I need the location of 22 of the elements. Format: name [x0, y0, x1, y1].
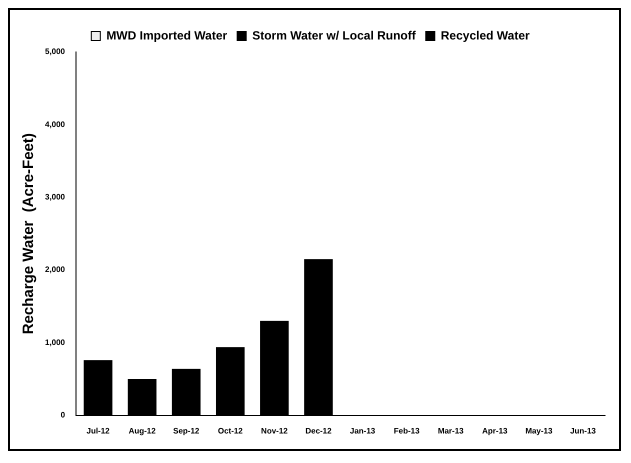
x-tick-label: Sep-12: [173, 426, 200, 436]
y-tick-label: 2,000: [44, 265, 66, 274]
legend-label: MWD Imported Water: [106, 28, 228, 42]
x-tick-label: May-13: [525, 426, 553, 436]
y-axis-title: Recharge Water (Acre-Feet): [20, 133, 38, 334]
y-tick-label: 3,000: [44, 192, 66, 202]
y-tick-label: 4,000: [44, 120, 66, 129]
legend-label: Storm Water w/ Local Runoff: [252, 28, 417, 42]
x-tick-label: Nov-12: [261, 426, 288, 436]
x-tick-label: Mar-13: [438, 426, 464, 436]
y-tick-label: 1,000: [44, 338, 66, 347]
x-tick-label: Apr-13: [482, 426, 508, 436]
x-tick-label: Jun-13: [570, 426, 596, 436]
legend-label: Recycled Water: [440, 28, 530, 42]
x-tick-label: Dec-12: [305, 426, 332, 436]
y-tick-label: 0: [60, 410, 66, 420]
y-tick-label: 5,000: [44, 47, 66, 56]
x-tick-label: Jan-13: [350, 426, 376, 436]
x-tick-label: Oct-12: [218, 426, 244, 436]
x-tick-label: Jul-12: [86, 426, 110, 436]
x-tick-label: Feb-13: [394, 426, 420, 436]
x-tick-label: Aug-12: [128, 426, 156, 436]
